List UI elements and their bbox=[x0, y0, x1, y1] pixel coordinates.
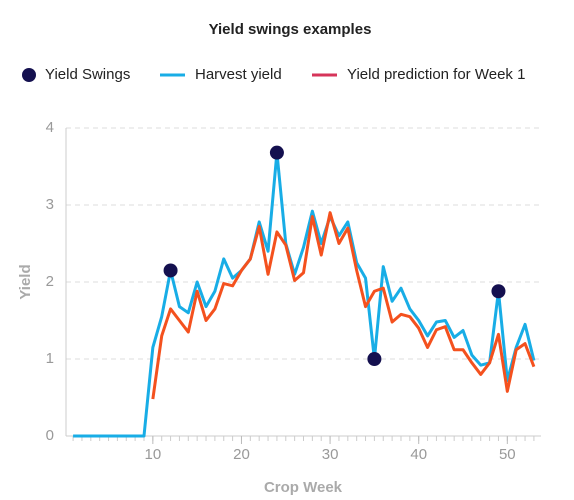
swing-point bbox=[367, 352, 382, 366]
swing-point bbox=[163, 263, 178, 278]
y-tick-label: 1 bbox=[46, 350, 54, 367]
y-tick-label: 3 bbox=[46, 196, 54, 213]
x-tick-label: 10 bbox=[145, 446, 162, 463]
legend-label: Yield Swings bbox=[45, 66, 130, 83]
swing-point bbox=[269, 145, 284, 160]
x-tick-label: 30 bbox=[322, 446, 339, 463]
legend-marker bbox=[22, 68, 36, 82]
y-tick-label: 4 bbox=[46, 119, 54, 136]
data-line bbox=[73, 151, 536, 438]
chart-title: Yield swings examples bbox=[209, 21, 372, 38]
y-tick-label: 0 bbox=[46, 427, 54, 444]
x-tick-label: 20 bbox=[233, 446, 250, 463]
y-tick-label: 2 bbox=[46, 273, 54, 290]
x-tick-label: 50 bbox=[499, 446, 516, 463]
legend-label: Yield prediction for Week 1 bbox=[347, 66, 525, 83]
x-tick-label: 40 bbox=[410, 446, 427, 463]
swing-point bbox=[491, 284, 506, 299]
legend-label: Harvest yield bbox=[195, 66, 282, 83]
x-axis-title: Crop Week bbox=[264, 479, 343, 496]
y-axis-title: Yield bbox=[17, 264, 34, 299]
data-line bbox=[151, 211, 536, 400]
